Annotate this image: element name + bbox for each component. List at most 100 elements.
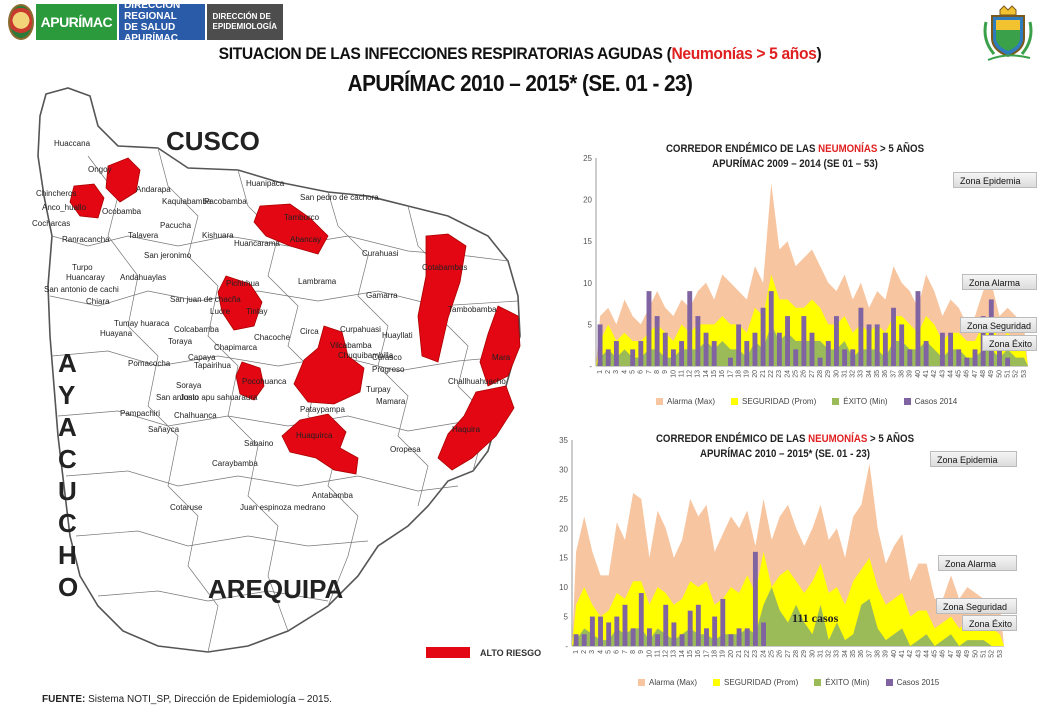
chart2-area-1 [572, 551, 1004, 646]
chart2-xtick-22: 22 [744, 650, 751, 658]
place-ranracancha: Ranracancha [62, 235, 110, 244]
page-title-line1: SITUACION DE LAS INFECCIONES RESPIRATORI… [42, 44, 999, 64]
chart1-xtick-48: 48 [980, 370, 987, 378]
chart1-xtick-34: 34 [866, 370, 873, 378]
chart2-xtick-10: 10 [646, 650, 653, 658]
place-ongoy: Ongoy [88, 165, 112, 174]
chart2-xtick-33: 33 [834, 650, 841, 658]
chart1-title-suffix: > 5 AÑOS [877, 143, 925, 155]
place-huaquirca: Huaquirca [296, 431, 333, 440]
chart2-bar-9 [638, 593, 644, 646]
chart1-ytick-5: 5 [588, 320, 593, 329]
chart2-casos-annotation: 111 casos [792, 611, 839, 625]
chart2-xtick-13: 13 [671, 650, 678, 658]
risk-district-chincheros [69, 183, 105, 219]
place-curahuasi: Curahuasi [362, 249, 399, 258]
chart1-xtick-41: 41 [923, 370, 930, 378]
chart1-bar-41 [923, 341, 929, 366]
chart2-xtick-19: 19 [720, 650, 727, 658]
place-santonio: San antonio de cachi [44, 285, 119, 294]
chart1-bar-31 [842, 349, 848, 366]
chart1-xtick-44: 44 [947, 370, 954, 378]
place-vilcabamba: Vilcabamba [330, 341, 372, 350]
chart1-bar-21 [760, 307, 766, 366]
chart1-bar-23 [776, 332, 782, 366]
risk-district-pichirhua [217, 275, 263, 331]
chart2-zone-alarma: Zona Alarma [938, 555, 1017, 571]
risk-district-vilcabamba [293, 325, 365, 405]
chart2-xtick-35: 35 [850, 650, 857, 658]
chart2-xtick-2: 2 [581, 650, 588, 654]
place-mara: Mara [492, 353, 511, 362]
risk-district-tamburco [253, 203, 329, 255]
chart2-xtick-1: 1 [573, 650, 580, 654]
place-sanjeronimo: San jeronimo [144, 251, 192, 260]
chart1-xtick-43: 43 [939, 370, 946, 378]
chart2-title: CORREDOR ENDÉMICO DE LAS NEUMONÍAS > 5 A… [605, 432, 966, 462]
place-andarapa: Andarapa [136, 185, 171, 194]
chart1-bar-35 [874, 324, 880, 366]
place-sanpedro: San pedro de cachora [300, 193, 379, 202]
place-juanespinoza: Juan espinoza medrano [240, 503, 326, 512]
chart1-xtick-4: 4 [621, 370, 628, 374]
chart1-xtick-22: 22 [768, 370, 775, 378]
chart2-bar-7 [622, 604, 628, 646]
chart1-bar-24 [785, 316, 790, 366]
chart1-title: CORREDOR ENDÉMICO DE LAS NEUMONÍAS > 5 A… [606, 142, 984, 172]
chart1-zone-seguridad: Zona Seguridad [960, 317, 1037, 333]
title-highlight: Neumonías > 5 años [671, 44, 817, 63]
diresa-logo: DIRECCIÓN REGIONAL DE SALUD APURÍMAC [119, 0, 205, 44]
risk-district-ocobamba [105, 157, 141, 203]
source-label: FUENTE: [42, 694, 86, 705]
epidemiologia-logo: DIRECCIÓN DE EPIDEMIOLOGÍA [206, 4, 283, 40]
chart1-xtick-11: 11 [678, 370, 685, 377]
chart2-bar-14 [679, 634, 685, 646]
chart1-xtick-47: 47 [972, 370, 979, 378]
chart1-ytick-15: 15 [583, 237, 592, 246]
chart2-zone-exito: Zona Éxito [962, 615, 1017, 631]
chart1-bar-44 [948, 332, 954, 366]
place-pocohuanca: Pocohuanca [242, 377, 287, 386]
chart2-xtick-31: 31 [817, 650, 824, 658]
chart1-bar-38 [899, 324, 905, 366]
place-turpo: Turpo [72, 263, 93, 272]
place-huancarama: Huancarama [234, 239, 280, 248]
place-gamarra: Gamarra [366, 291, 398, 300]
chart2-bar-13 [671, 622, 677, 646]
chart1-ytick-0: - [589, 362, 592, 371]
title-suffix: ) [816, 44, 822, 63]
chart1-ytick-25: 25 [583, 154, 592, 163]
region-outline [37, 87, 521, 653]
chart1-title-highlight: NEUMONÍAS [818, 143, 878, 155]
chart2-xtick-41: 41 [899, 650, 906, 658]
place-lambrama: Lambrama [298, 277, 337, 286]
chart1-bar-18 [736, 324, 742, 366]
place-huancaray: Huancaray [66, 273, 105, 282]
chart2-xtick-28: 28 [793, 650, 800, 658]
place-caraybamba: Caraybamba [212, 459, 258, 468]
place-progreso: Progreso [372, 365, 405, 374]
chart1-ytick-20: 20 [583, 196, 592, 205]
chart1-xtick-38: 38 [899, 370, 906, 378]
diresa-logo-line1: DIRECCIÓN REGIONAL [124, 0, 181, 22]
chart2-bar-20 [728, 634, 734, 646]
chart2-bar-24 [761, 622, 766, 646]
chart2-bar-10 [646, 628, 652, 646]
chart2-xtick-25: 25 [769, 650, 776, 658]
regional-seal-icon [8, 4, 34, 40]
chart1-xtick-36: 36 [882, 370, 889, 378]
place-abancay: Abancay [290, 235, 321, 244]
chart1-zone-epidemia: Zona Epidemia [953, 172, 1037, 188]
chart2-xtick-50: 50 [972, 650, 979, 658]
place-labels: Huaccana Ongoy Chincheros Ocobamba Andar… [32, 139, 511, 512]
chart1-legend-alarma: Alarma (Max) [656, 397, 715, 406]
chart1-bar-11 [679, 341, 685, 366]
chart1-xtick-32: 32 [850, 370, 857, 378]
chart1-bar-36 [882, 332, 888, 366]
place-huanipaca: Huanipaca [246, 179, 285, 188]
chart1-bar-34 [866, 324, 872, 366]
chart2-legend-casos: Casos 2015 [885, 678, 939, 687]
ayacucho-letter-3: A [58, 412, 77, 442]
chart1-xtick-7: 7 [646, 370, 653, 374]
